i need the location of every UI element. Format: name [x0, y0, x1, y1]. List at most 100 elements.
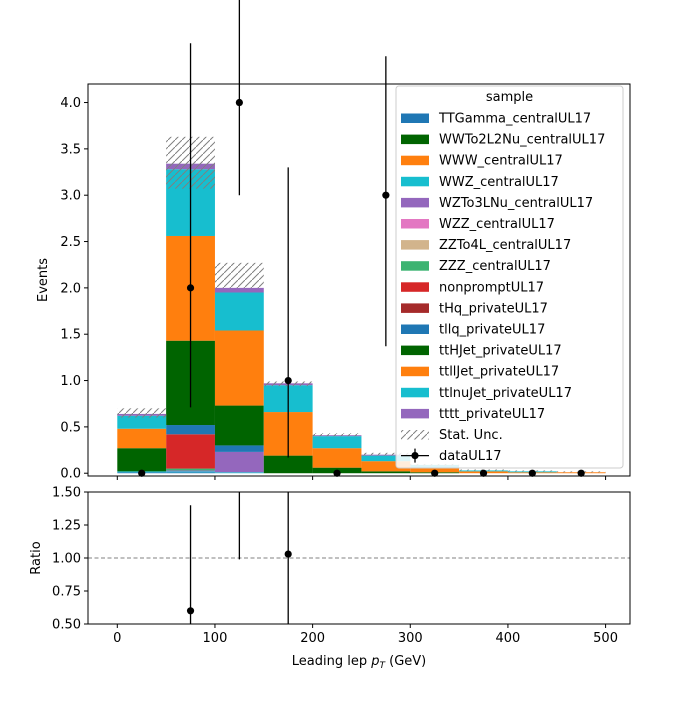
legend-label-9: tHq_privateUL17 [439, 301, 548, 316]
legend-title: sample [486, 90, 533, 105]
data-point-7 [479, 469, 488, 477]
legend-swatch-8 [401, 282, 429, 292]
stat-unc-bin-2 [214, 262, 264, 288]
ratio-point-2 [284, 550, 292, 558]
legend-swatch-10 [401, 324, 429, 334]
legend-swatch-4 [401, 197, 429, 208]
bar-ttllJet_privateUL17-0 [117, 428, 167, 449]
legend-swatch-2 [401, 155, 429, 166]
bar-ttlnuJet_privateUL17-5 [361, 455, 411, 462]
xlabel: Leading lep pT (GeV) [292, 654, 426, 671]
bar-tttt_privateUL17-2 [214, 287, 264, 293]
legend-swatch-6 [401, 240, 429, 250]
legend-swatch-0 [401, 113, 429, 123]
legend-swatch-13 [401, 387, 429, 398]
top-ytick-label-7: 3.5 [60, 142, 81, 157]
xlabel-unit: (GeV) [385, 654, 426, 669]
legend-swatch-9 [401, 303, 429, 313]
bar-tllq_privateUL17-1 [166, 425, 215, 435]
bar-ttHJet_privateUL17-2 [214, 405, 264, 446]
stack-bars [117, 163, 606, 474]
xtick-label-3: 300 [398, 631, 423, 646]
stat-unc-bin-4 [312, 433, 362, 437]
legend-label-7: ZZZ_centralUL17 [439, 259, 551, 274]
bar-ttlnuJet_privateUL17-4 [312, 436, 362, 449]
legend-swatch-7 [401, 261, 429, 271]
legend-label-11: ttHJet_privateUL17 [439, 344, 562, 359]
stat-unc-bin-0 [117, 408, 167, 418]
top-ytick-label-0: 0.0 [60, 467, 81, 482]
legend-label-10: tllq_privateUL17 [439, 323, 545, 338]
top-axes-frame [87, 83, 631, 477]
legend-label-13: ttlnuJet_privateUL17 [439, 386, 572, 401]
legend-swatch-1 [401, 134, 429, 145]
legend-swatch-14 [401, 408, 429, 419]
data-point-5 [382, 191, 390, 199]
xlabel-subscript: T [379, 661, 386, 671]
legend-swatch-stat-unc [401, 430, 429, 440]
bottom-ylabel: Ratio [29, 541, 44, 574]
top-ytick-label-1: 0.5 [60, 420, 81, 435]
xlabel-main: Leading lep [292, 654, 371, 669]
legend-label-data: dataUL17 [439, 449, 502, 464]
data-point-0 [138, 469, 146, 477]
bar-tllq_privateUL17-2 [214, 445, 264, 452]
bar-WWZ_centralUL17-2 [214, 472, 264, 474]
legend-label-12: ttllJet_privateUL17 [439, 365, 559, 380]
bar-ttllJet_privateUL17-5 [361, 461, 411, 472]
legend-swatch-11 [401, 345, 429, 356]
bar-ttllJet_privateUL17-2 [214, 330, 264, 406]
bar-nonpromptUL17-1 [166, 434, 215, 469]
bar-ttHJet_privateUL17-0 [117, 448, 167, 472]
legend-data-marker [411, 452, 419, 460]
bar-ttHJet_privateUL17-5 [361, 471, 411, 474]
data-point-2 [235, 98, 243, 107]
ratio-point-0 [186, 607, 195, 615]
top-ytick-label-4: 2.0 [60, 281, 81, 296]
legend-label-0: TTGamma_centralUL17 [438, 112, 591, 127]
data-points [138, 0, 585, 477]
data-point-4 [333, 469, 341, 477]
data-point-3 [284, 376, 292, 385]
legend-label-4: WZTo3LNu_centralUL17 [439, 196, 593, 211]
stat-unc-bin-5 [361, 452, 411, 456]
xlabel-symbol: p [370, 654, 379, 669]
legend-label-stat-unc: Stat. Unc. [439, 428, 503, 443]
bar-ZZZ_centralUL17-1 [166, 468, 215, 471]
bar-WZTo3LNu_centralUL17-1 [166, 470, 215, 472]
bar-ttllJet_privateUL17-4 [312, 448, 362, 468]
xtick-label-5: 500 [593, 631, 618, 646]
bar-ttlnuJet_privateUL17-2 [214, 292, 264, 331]
bar-WWZ_centralUL17-1 [166, 471, 215, 473]
legend-label-6: ZZTo4L_centralUL17 [439, 238, 571, 253]
top-ytick-label-3: 1.5 [60, 328, 81, 343]
legend-label-2: WWW_centralUL17 [439, 154, 563, 169]
xtick-label-1: 100 [203, 631, 228, 646]
bottom-ytick-label-0: 0.50 [52, 618, 81, 633]
data-point-1 [186, 284, 195, 292]
bottom-ytick-label-1: 0.75 [52, 585, 81, 600]
legend-swatch-3 [401, 176, 429, 187]
legend-label-5: WZZ_centralUL17 [439, 217, 555, 232]
data-point-9 [577, 469, 585, 477]
bar-ttHJet_privateUL17-3 [263, 455, 313, 474]
legend-label-1: WWTo2L2Nu_centralUL17 [439, 133, 605, 148]
legend-swatch-5 [401, 219, 429, 229]
legend-label-8: nonpromptUL17 [439, 280, 544, 295]
top-ytick-label-8: 4.0 [60, 96, 81, 111]
xtick-label-2: 200 [300, 631, 325, 646]
top-ytick-label-6: 3.0 [60, 189, 81, 204]
data-point-6 [431, 469, 439, 477]
legend-swatch-12 [401, 366, 429, 377]
legend: sample TTGamma_centralUL17 WWTo2L2Nu_centr… [395, 85, 624, 469]
bar-WZTo3LNu_centralUL17-2 [214, 451, 264, 473]
xtick-label-4: 400 [496, 631, 521, 646]
legend-box [395, 85, 624, 469]
bottom-ytick-label-4: 1.50 [52, 486, 81, 501]
bar-TTGamma_centralUL17-1 [166, 472, 215, 474]
legend-label-3: WWZ_centralUL17 [439, 175, 559, 190]
xtick-label-0: 0 [113, 631, 121, 646]
legend-label-14: tttt_privateUL17 [439, 407, 545, 422]
